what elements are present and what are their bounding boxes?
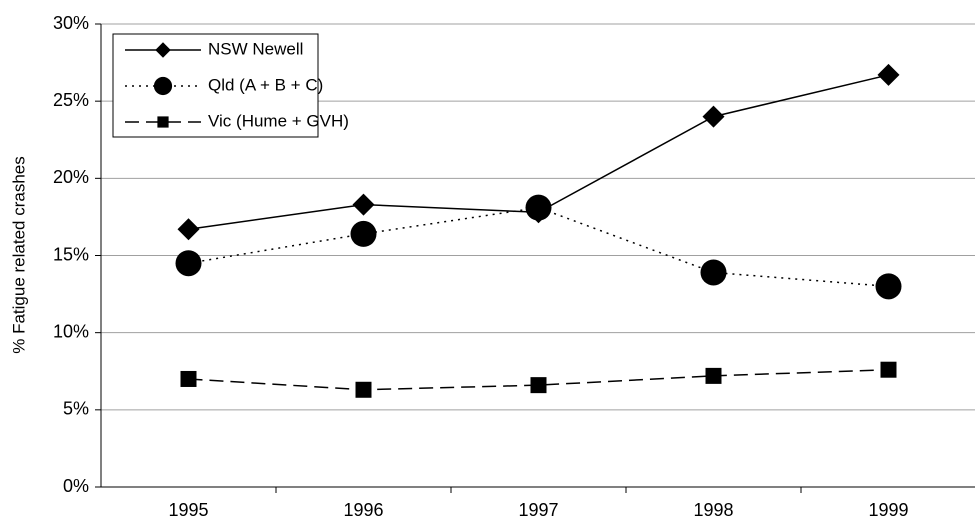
y-tick-label: 10%: [53, 321, 89, 341]
legend: NSW Newell Qld (A + B + C) Vic (Hume + GVH…: [112, 33, 349, 138]
series-line: [188, 368, 889, 391]
marker: [355, 381, 372, 398]
marker: [352, 193, 375, 216]
x-tick-label: 1997: [518, 500, 558, 520]
marker: [875, 273, 902, 300]
legend-label: Qld (A + B + C): [208, 75, 323, 94]
marker: [705, 367, 722, 384]
marker: [175, 250, 202, 277]
marker: [880, 361, 897, 378]
marker: [700, 259, 727, 286]
y-tick-label: 5%: [63, 399, 89, 419]
marker: [157, 116, 169, 128]
legend-label: Vic (Hume + GVH): [208, 111, 349, 130]
y-axis-label: % Fatigue related crashes: [9, 156, 28, 354]
x-tick-label: 1998: [693, 500, 733, 520]
y-tick-label: 20%: [53, 167, 89, 187]
marker: [877, 63, 900, 86]
y-tick-label: 25%: [53, 90, 89, 110]
marker: [153, 76, 173, 96]
marker: [525, 194, 552, 221]
legend-label: NSW Newell: [208, 39, 303, 58]
marker: [180, 370, 197, 387]
y-tick-label: 30%: [53, 13, 89, 33]
marker: [530, 377, 547, 394]
marker: [155, 42, 171, 58]
x-tick-label: 1995: [168, 500, 208, 520]
y-tick-label: 0%: [63, 476, 89, 496]
x-tick-label: 1996: [343, 500, 383, 520]
x-tick-label: 1999: [868, 500, 908, 520]
marker: [350, 220, 377, 247]
y-tick-label: 15%: [53, 244, 89, 264]
marker: [702, 105, 725, 128]
marker: [177, 218, 200, 241]
